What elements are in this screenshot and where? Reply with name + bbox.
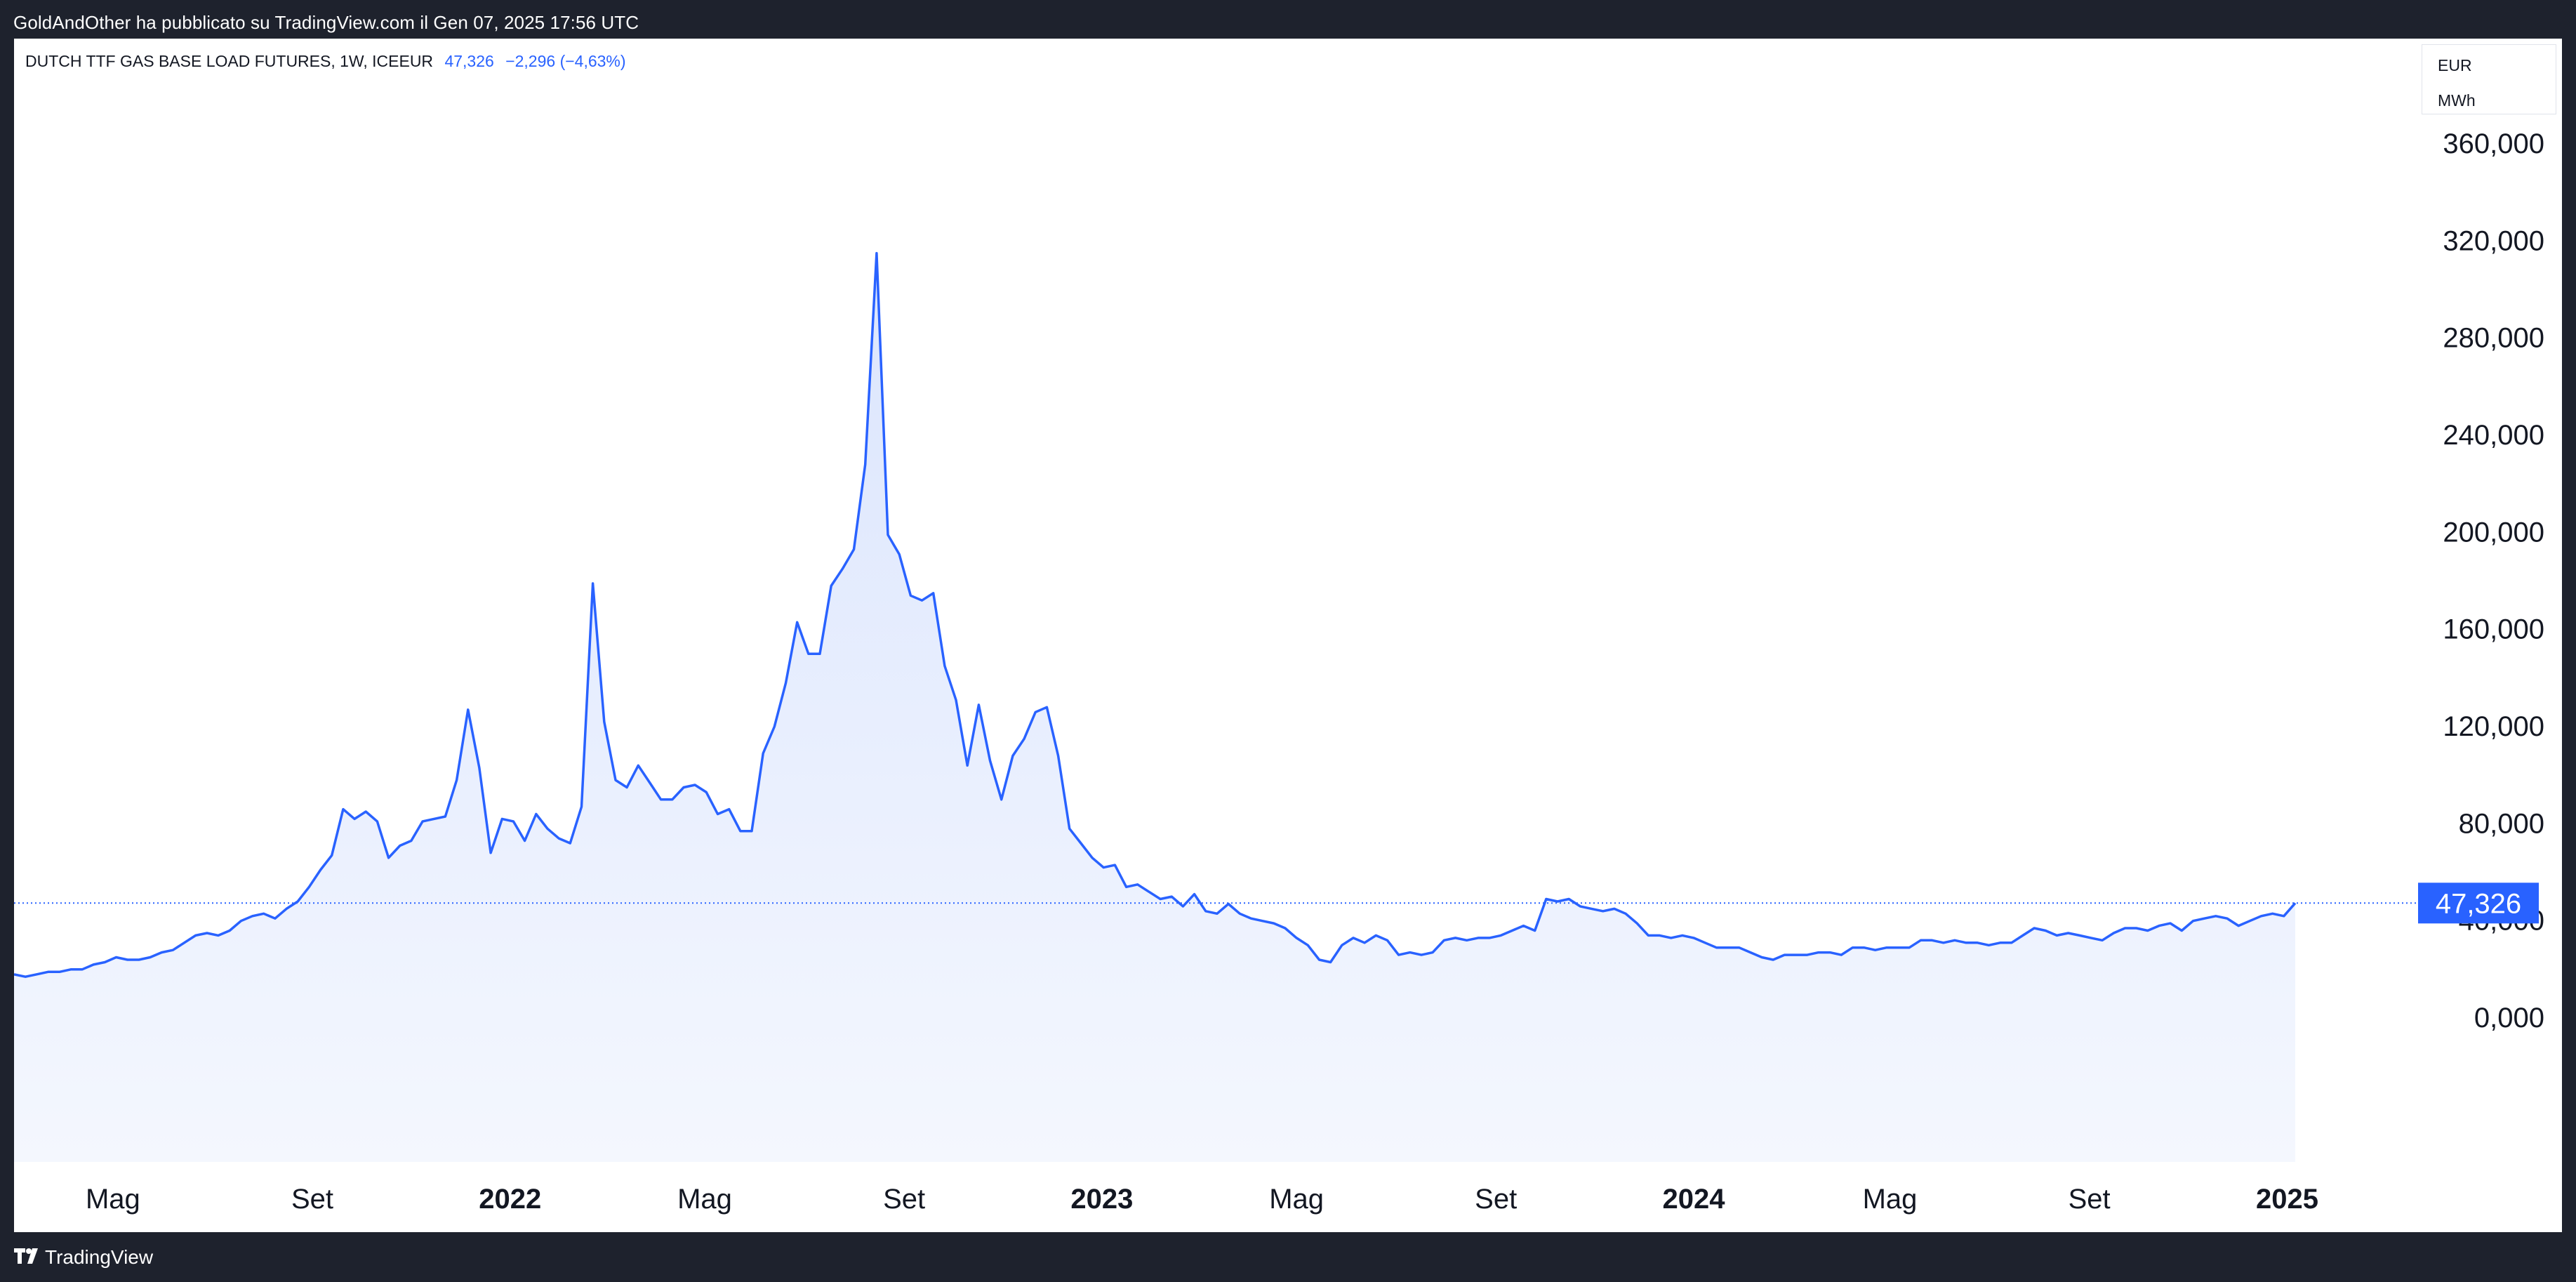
x-tick-label: Set [1475,1184,1517,1215]
x-tick-label: 2024 [1663,1184,1726,1215]
chart-panel[interactable]: 360,000 320,000 280,000 240,000 200,000 160,0… [14,39,2562,1232]
x-tick-label: Set [883,1184,925,1215]
scale-unit-selector[interactable]: EUR MWh [2422,44,2556,114]
bottom-bar: TradingView [0,1232,2576,1282]
y-tick-label: 240,000 [2443,420,2544,451]
x-tick-label: Mag [1863,1184,1918,1215]
last-price: 47,326 [444,52,494,70]
price-area-fill [14,253,2295,1163]
x-tick-label: 2022 [479,1184,541,1215]
current-price-label-box [2418,883,2539,924]
y-tick-label: 320,000 [2443,225,2544,256]
y-tick-label: 0,000 [2474,1003,2544,1033]
tradingview-logo-icon [14,1248,38,1264]
unit-label: MWh [2438,91,2476,110]
top-bar: GoldAndOther ha pubblicato su TradingVie… [0,0,2576,39]
x-tick-label: 2023 [1070,1184,1133,1215]
x-tick-label: Mag [86,1184,140,1215]
y-tick-label: 160,000 [2443,614,2544,645]
current-price-label: 47,326 [2436,888,2521,919]
y-tick-label: 280,000 [2443,323,2544,354]
x-tick-label: Set [2069,1184,2111,1215]
y-tick-label: 120,000 [2443,711,2544,742]
tradingview-brand: TradingView [45,1246,154,1268]
symbol-legend[interactable]: DUTCH TTF GAS BASE LOAD FUTURES, 1W, ICE… [25,52,626,71]
y-tick-label: 80,000 [2459,808,2544,839]
x-tick-label: Mag [1269,1184,1324,1215]
price-chart[interactable]: 360,000 320,000 280,000 240,000 200,000 160,0… [14,39,2562,1232]
y-tick-label: 200,000 [2443,517,2544,548]
symbol-title: DUTCH TTF GAS BASE LOAD FUTURES, 1W, ICE… [25,52,434,70]
x-tick-label: Mag [677,1184,732,1215]
price-line[interactable] [14,251,2297,978]
publish-attribution: GoldAndOther ha pubblicato su TradingVie… [13,12,639,33]
price-change: −2,296 (−4,63%) [505,52,626,70]
x-tick-label: Set [291,1184,333,1215]
y-tick-label: 360,000 [2443,128,2544,159]
currency-label: EUR [2438,56,2472,74]
x-tick-label: 2025 [2256,1184,2318,1215]
